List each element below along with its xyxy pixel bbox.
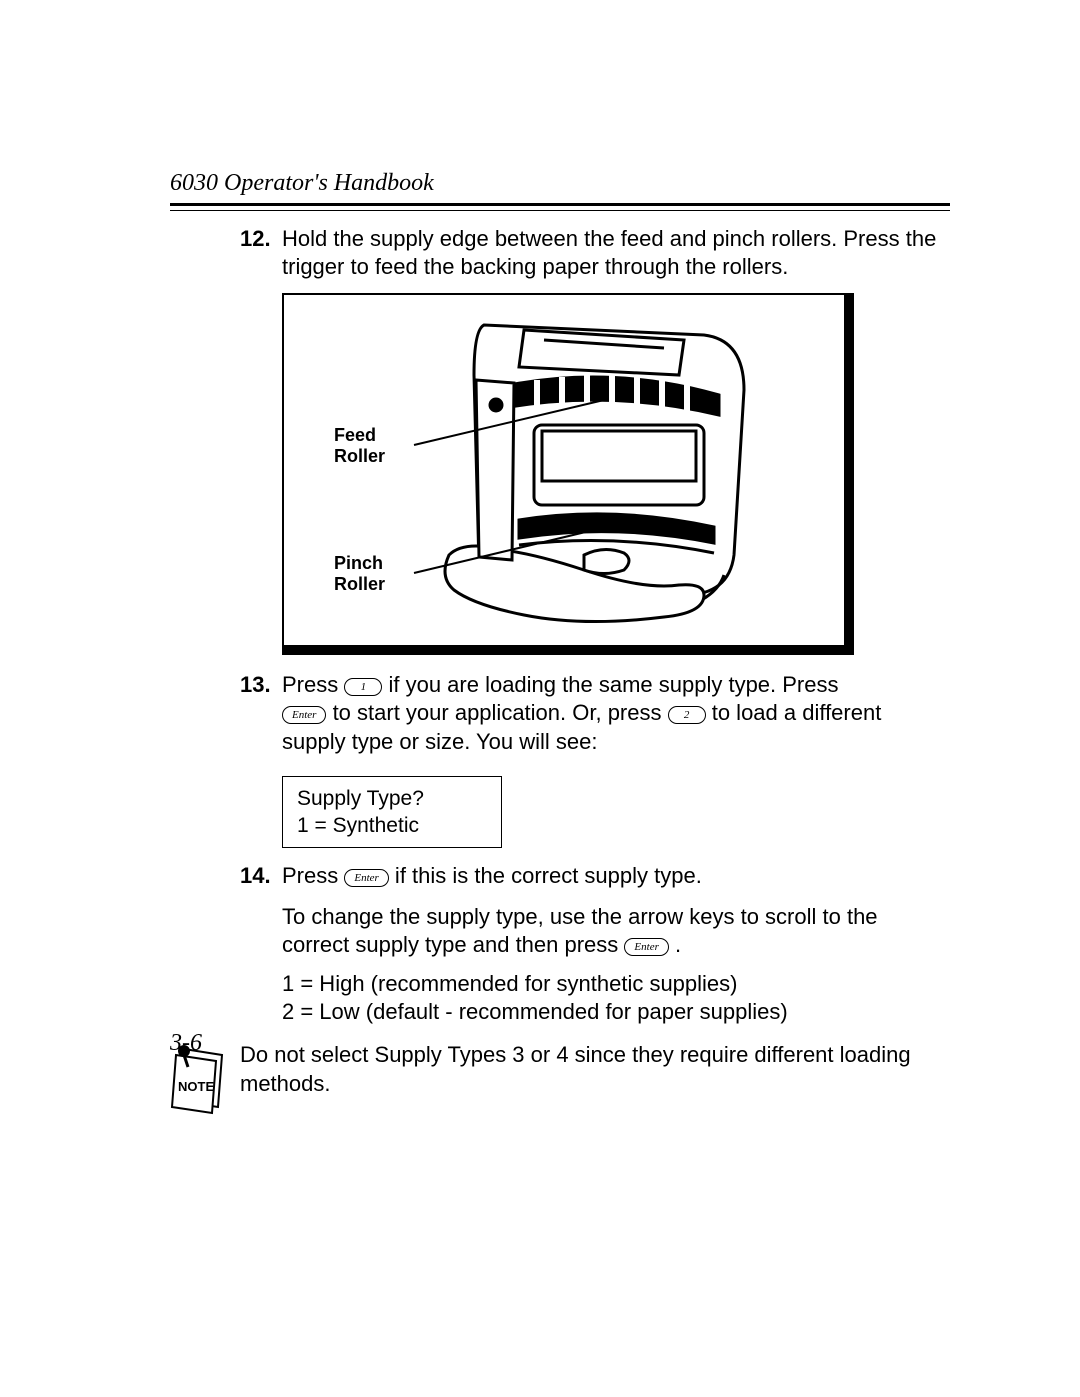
- s14-sub1-b: .: [669, 932, 681, 957]
- s14-sub2-l2: 2 = Low (default - recommended for paper…: [282, 998, 950, 1027]
- step-14-sub2: 1 = High (recommended for synthetic supp…: [282, 970, 950, 1027]
- lcd-line2: 1 = Synthetic: [297, 812, 487, 839]
- note-block: NOTE Do not select Supply Types 3 or 4 s…: [170, 1041, 950, 1129]
- step-13: 13. Press 1 if you are loading the same …: [240, 671, 950, 755]
- key-2-icon: 2: [668, 706, 706, 724]
- s14-sub1-a: To change the supply type, use the arrow…: [282, 904, 878, 958]
- note-label: NOTE: [178, 1079, 214, 1094]
- key-1-icon: 1: [344, 678, 382, 696]
- roller-figure: FeedRoller PinchRoller: [282, 293, 854, 655]
- page-number: 3-6: [170, 1030, 202, 1057]
- lcd-line1: Supply Type?: [297, 785, 487, 812]
- step-14-num: 14.: [240, 862, 282, 890]
- step-13-text: Press 1 if you are loading the same supp…: [282, 671, 950, 755]
- s14-t1: Press: [282, 863, 344, 888]
- note-text: Do not select Supply Types 3 or 4 since …: [240, 1041, 950, 1098]
- label-feed-line1: FeedRoller: [334, 425, 385, 466]
- key-enter-icon-2: Enter: [344, 869, 388, 887]
- label-pinch-line1: PinchRoller: [334, 553, 385, 594]
- s14-sub2-l1: 1 = High (recommended for synthetic supp…: [282, 970, 950, 999]
- key-enter-icon-3: Enter: [624, 938, 668, 956]
- step-13-num: 13.: [240, 671, 282, 755]
- step-14-sub1: To change the supply type, use the arrow…: [282, 903, 950, 960]
- lcd-display: Supply Type? 1 = Synthetic: [282, 776, 502, 849]
- header-title: 6030 Operator's Handbook: [170, 170, 950, 197]
- s13-t1: Press: [282, 672, 344, 697]
- s14-t2: if this is the correct supply type.: [389, 863, 702, 888]
- step-12-text: Hold the supply edge between the feed an…: [282, 225, 950, 281]
- step-12-num: 12.: [240, 225, 282, 281]
- figure-container: FeedRoller PinchRoller: [282, 293, 950, 655]
- step-12: 12. Hold the supply edge between the fee…: [240, 225, 950, 281]
- s13-t3: to start your application. Or, press: [326, 700, 667, 725]
- header-rule: [170, 203, 950, 211]
- label-pinch-roller: PinchRoller: [334, 553, 385, 594]
- s13-t2: if you are loading the same supply type.…: [382, 672, 838, 697]
- step-14: 14. Press Enter if this is the correct s…: [240, 862, 950, 890]
- key-enter-icon: Enter: [282, 706, 326, 724]
- label-feed-roller: FeedRoller: [334, 425, 385, 466]
- step-14-text: Press Enter if this is the correct suppl…: [282, 862, 950, 890]
